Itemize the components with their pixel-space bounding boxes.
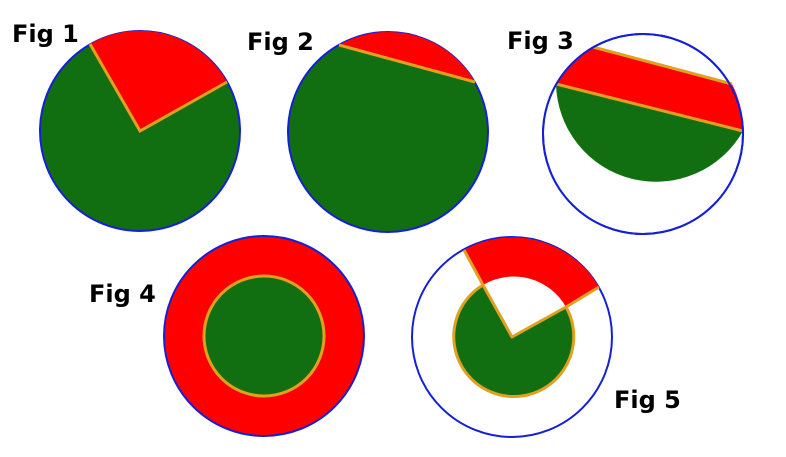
fig-3-green-region <box>556 84 743 182</box>
fig-5: Fig 5 <box>411 236 681 438</box>
fig-3-red-band <box>556 47 744 131</box>
fig-4-label: Fig 4 <box>89 280 156 308</box>
fig-3-lower-chord <box>555 82 744 133</box>
fig-2: Fig 2 <box>247 28 489 233</box>
fig-1-red-sector <box>90 30 227 131</box>
fig-1-sector-edges <box>88 43 228 134</box>
fig-2-label: Fig 2 <box>247 28 314 56</box>
fig-3-upper-chord <box>592 45 733 86</box>
fig-3: Fig 3 <box>507 27 744 235</box>
fig-2-chord <box>338 43 476 84</box>
fig-1-label: Fig 1 <box>12 20 79 48</box>
fig-3-label: Fig 3 <box>507 27 574 55</box>
fig-4: Fig 4 <box>89 235 365 437</box>
fig-2-red-segment <box>339 31 475 82</box>
fig-4-inner-disc <box>202 274 326 398</box>
fig-3-outline <box>542 33 744 235</box>
fig-5-green-sector <box>452 283 576 398</box>
fig-5-label: Fig 5 <box>614 386 681 414</box>
fig-1: Fig 1 <box>12 20 241 232</box>
fig-5-annular-edges <box>462 249 600 309</box>
fig-5-red-annular-sector <box>464 237 599 307</box>
